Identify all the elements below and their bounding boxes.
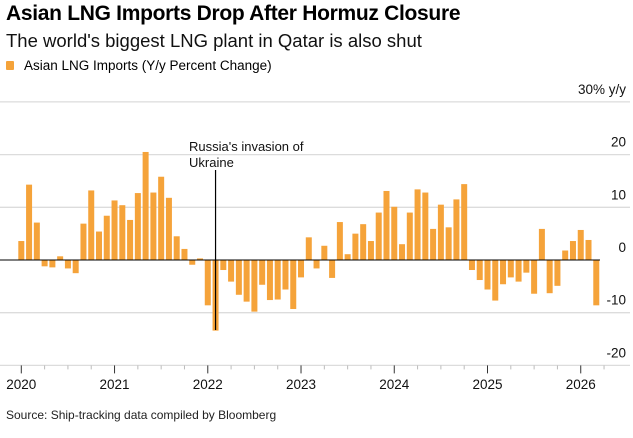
bar: [142, 151, 149, 260]
bar: [18, 241, 25, 260]
bar: [585, 239, 592, 260]
bar: [228, 260, 235, 282]
y-tick-label: 30% y/y: [578, 82, 626, 97]
bar: [531, 260, 538, 294]
bar: [461, 184, 468, 260]
bar: [593, 260, 600, 306]
bar: [367, 241, 374, 260]
bar: [298, 260, 305, 278]
chart-title: Asian LNG Imports Drop After Hormuz Clos…: [6, 2, 461, 25]
x-tick-label: 2025: [472, 377, 502, 392]
bar: [383, 190, 390, 260]
bar: [391, 206, 398, 260]
bar: [119, 205, 126, 260]
bar: [360, 224, 367, 260]
bar: [430, 228, 437, 260]
bar: [562, 250, 569, 260]
bar: [33, 222, 40, 260]
bar: [72, 260, 79, 274]
bar: [523, 260, 530, 273]
annotation-text: Ukraine: [189, 155, 234, 170]
bar: [468, 260, 475, 271]
bar: [266, 260, 273, 301]
bar: [515, 260, 522, 282]
y-tick-label: -10: [606, 293, 626, 308]
x-tick-label: 2020: [6, 377, 36, 392]
bar: [57, 256, 64, 260]
bar: [352, 233, 359, 260]
bar: [290, 260, 297, 310]
bar: [243, 260, 250, 302]
bar: [476, 260, 483, 281]
bar: [554, 260, 561, 286]
x-tick-label: 2024: [379, 377, 410, 392]
bar: [507, 260, 514, 278]
bar: [41, 260, 48, 267]
bar: [165, 197, 172, 260]
source-note: Source: Ship-tracking data compiled by B…: [6, 408, 277, 422]
bar: [453, 199, 460, 260]
bar: [181, 248, 188, 260]
x-tick-label: 2023: [286, 377, 316, 392]
bar: [173, 236, 180, 260]
bar: [484, 260, 491, 290]
bar: [88, 190, 95, 260]
bar: [282, 260, 289, 290]
bar: [96, 231, 102, 260]
bar: [259, 260, 266, 285]
bar: [127, 219, 134, 260]
bar: [344, 254, 351, 260]
y-tick-label: 10: [611, 187, 626, 202]
annotation-text: Russia's invasion of: [189, 139, 304, 154]
bar: [406, 212, 413, 260]
bar: [64, 260, 71, 269]
x-tick-label: 2022: [193, 377, 223, 392]
bar: [500, 260, 507, 285]
bar: [134, 193, 141, 260]
bar: [49, 260, 56, 268]
bar: [399, 244, 406, 260]
bar: [251, 260, 258, 312]
bar: [204, 260, 211, 306]
bar: [313, 260, 320, 269]
bar: [189, 260, 196, 265]
bar: [445, 227, 452, 260]
legend-label: Asian LNG Imports (Y/y Percent Change): [24, 58, 272, 73]
x-tick-label: 2021: [100, 377, 130, 392]
bar: [375, 212, 382, 260]
bar: [305, 237, 312, 260]
bar: [197, 258, 204, 260]
bar: [437, 204, 444, 260]
bar: [111, 200, 118, 260]
y-tick-label: 20: [611, 135, 626, 150]
bar: [321, 245, 328, 260]
bar: [422, 192, 429, 260]
bar: [26, 184, 33, 260]
bar: [103, 215, 110, 260]
bar: [546, 260, 553, 294]
bar: [150, 192, 157, 260]
bar: [492, 260, 499, 301]
y-tick-label: -20: [606, 345, 626, 360]
bar: [569, 241, 576, 260]
y-tick-label: 0: [618, 240, 626, 255]
legend: Asian LNG Imports (Y/y Percent Change): [6, 58, 272, 73]
bar: [274, 260, 281, 300]
bar: [538, 228, 545, 260]
bar: [414, 189, 421, 260]
bar: [220, 260, 227, 271]
bar: [329, 260, 336, 278]
bar: [158, 176, 165, 260]
bar: [577, 229, 584, 260]
legend-swatch: [6, 61, 14, 70]
chart-subtitle: The world's biggest LNG plant in Qatar i…: [6, 30, 422, 51]
x-tick-label: 2026: [566, 377, 596, 392]
bar: [235, 260, 242, 295]
bar: [336, 222, 343, 260]
bar: [80, 223, 87, 260]
